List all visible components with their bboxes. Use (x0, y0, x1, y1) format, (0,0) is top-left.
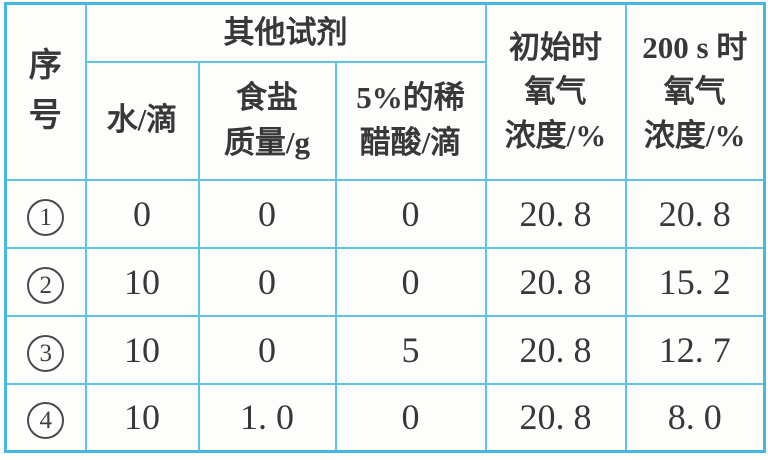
table-row: 1 0 0 0 20. 8 20. 8 (4, 178, 766, 249)
cell-salt: 0 (197, 314, 337, 385)
experiment-data-table-container: 序 号 其他试剂 初始时 氧气 浓度/% 200 s 时 氧气 浓度/% 水/滴… (4, 2, 766, 453)
cell-acetic: 0 (334, 382, 487, 453)
circled-number: 4 (27, 402, 65, 440)
cell-acetic: 0 (334, 246, 487, 317)
cell-o2-200s: 8. 0 (624, 382, 766, 453)
header-row-sub: 水/滴 食盐 质量/g 5%的稀 醋酸/滴 (6, 60, 765, 181)
table-row: 4 10 1. 0 0 20. 8 8. 0 (4, 382, 766, 453)
cell-salt: 0 (197, 246, 337, 317)
cell-water: 10 (84, 314, 200, 385)
cell-serial: 4 (4, 382, 87, 453)
cell-initial-o2: 20. 8 (484, 382, 627, 453)
cell-o2-200s: 20. 8 (624, 178, 766, 249)
table-row: 3 10 0 5 20. 8 12. 7 (4, 314, 766, 385)
header-oxygen-200s: 200 s 时 氧气 浓度/% (624, 2, 766, 181)
cell-o2-200s: 15. 2 (624, 246, 766, 317)
cell-serial: 1 (4, 178, 87, 249)
cell-water: 10 (84, 382, 200, 453)
header-acetic-acid: 5%的稀 醋酸/滴 (334, 60, 487, 181)
cell-serial: 2 (4, 246, 87, 317)
circled-number: 1 (27, 198, 65, 236)
cell-water: 0 (84, 178, 200, 249)
cell-initial-o2: 20. 8 (484, 314, 627, 385)
cell-initial-o2: 20. 8 (484, 246, 627, 317)
header-initial-oxygen: 初始时 氧气 浓度/% (484, 2, 627, 181)
cell-salt: 0 (197, 178, 337, 249)
cell-salt: 1. 0 (197, 382, 337, 453)
experiment-data-table: 序 号 其他试剂 初始时 氧气 浓度/% 200 s 时 氧气 浓度/% 水/滴… (4, 2, 766, 453)
circled-number: 3 (27, 334, 65, 372)
cell-serial: 3 (4, 314, 87, 385)
circled-number: 2 (27, 266, 65, 304)
header-serial: 序 号 (4, 2, 87, 181)
cell-initial-o2: 20. 8 (484, 178, 627, 249)
header-row-group: 序 号 其他试剂 初始时 氧气 浓度/% 200 s 时 氧气 浓度/% (4, 2, 766, 181)
cell-acetic: 5 (334, 314, 487, 385)
header-salt: 食盐 质量/g (197, 60, 337, 181)
header-other-reagents-group: 其他试剂 (84, 2, 487, 63)
cell-o2-200s: 12. 7 (624, 314, 766, 385)
cell-acetic: 0 (334, 178, 487, 249)
header-water: 水/滴 (84, 60, 200, 181)
cell-water: 10 (84, 246, 200, 317)
table-row: 2 10 0 0 20. 8 15. 2 (4, 246, 766, 317)
